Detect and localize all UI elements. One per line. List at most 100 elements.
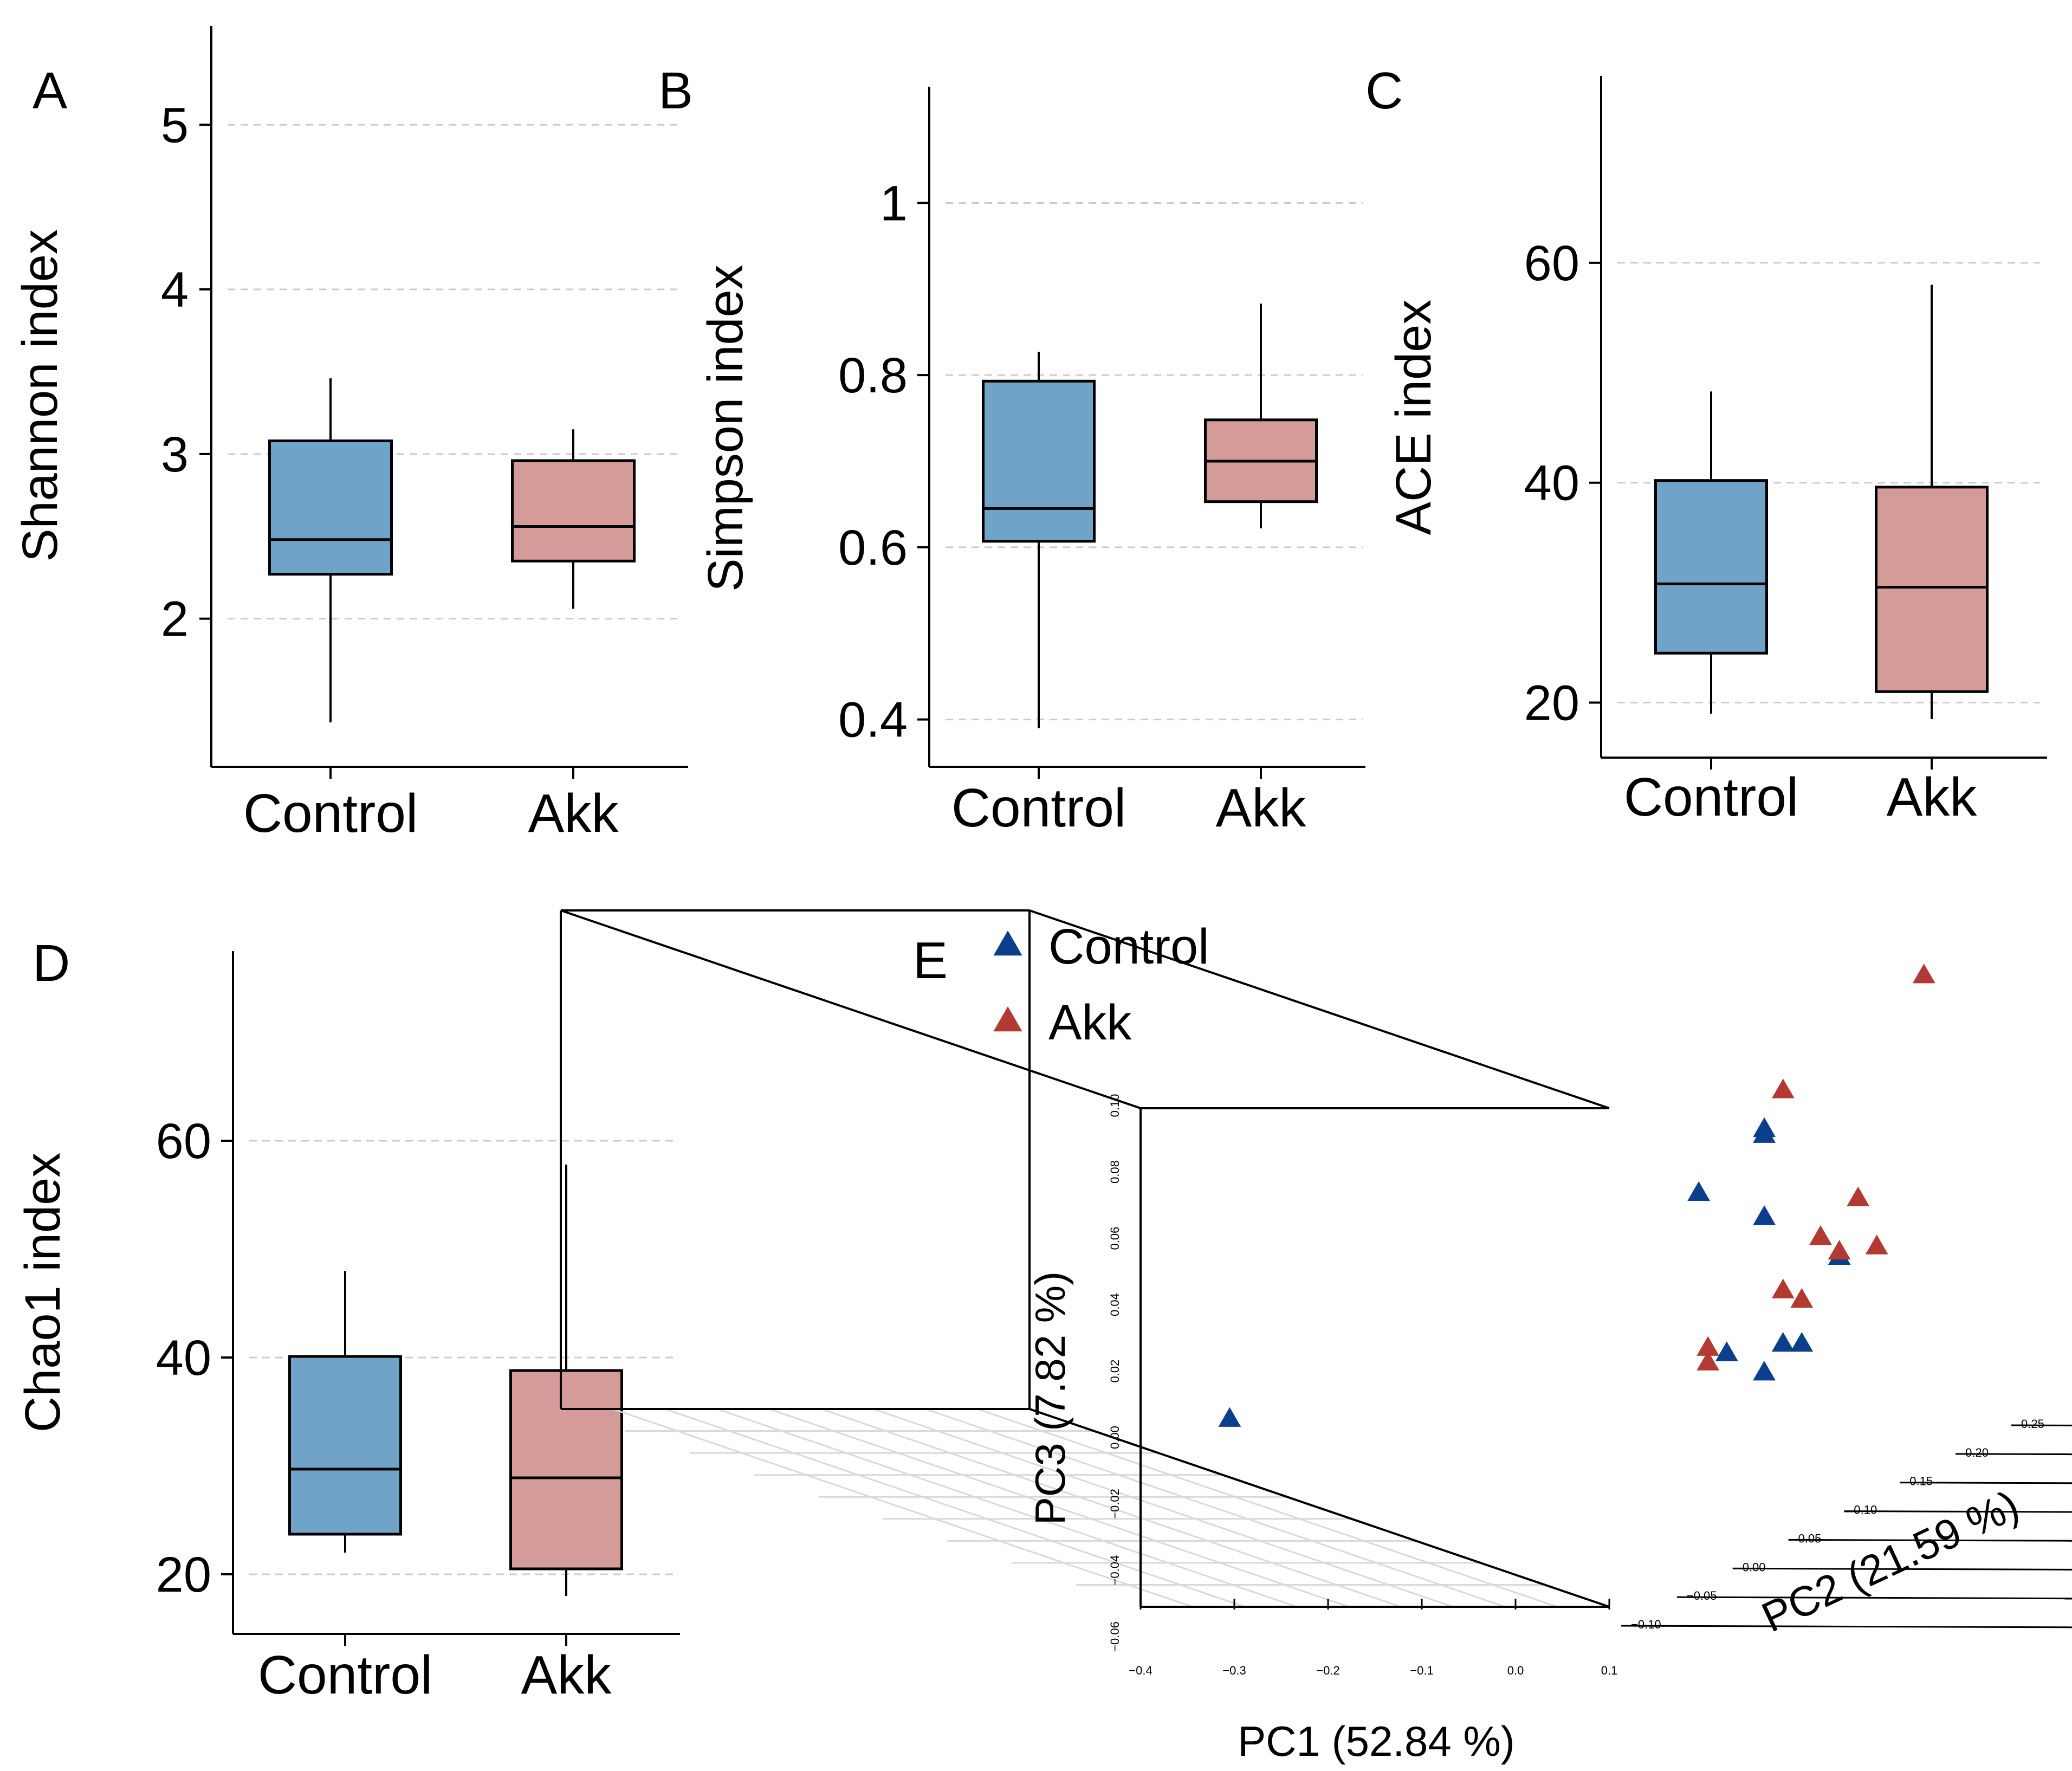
pca-z-tick-label: 0.08 [1108,1160,1122,1184]
pca-floor-grid-line [925,1408,1506,1608]
pca-y-tick-label: 0.05 [1798,1531,1822,1545]
pca-point-control [1753,1361,1776,1381]
pca-x-tick-label: 0.1 [1601,1664,1618,1677]
pca-point-akk [1912,964,1935,984]
pca-point-akk [1771,1278,1795,1298]
legend-marker-akk [993,1006,1022,1032]
pca-point-akk [1865,1234,1888,1255]
pca-y-tick-label: 0.25 [2021,1417,2044,1431]
panel-b-ytick-label: 0.4 [838,693,908,748]
panel-c-ytick-label: 60 [1524,236,1579,291]
legend-marker-control [993,930,1022,956]
panel-b-simpson: B 0.4 0.6 0.8 1 Simpson index Control Akk [658,62,1365,838]
panel-a-ytick-label: 5 [161,98,189,153]
panel-d-ytick-label: 60 [156,1114,211,1169]
pca-floor-grid-line [716,1408,1297,1608]
panel-b-ytick-label: 0.8 [838,348,908,403]
legend-label-control: Control [1048,919,1209,974]
panel-b-y-axis-title: Simpson index [698,264,753,591]
pca-z-tick-label: 0.00 [1108,1426,1122,1449]
pca-floor-grid-line [873,1408,1454,1608]
pca-x-tick-label: −0.3 [1222,1664,1246,1677]
legend-label-akk: Akk [1048,995,1132,1050]
panel-a-letter: A [33,62,67,120]
pca-y-tick-mark [1676,1596,2072,1600]
pca-z-tick-label: −0.02 [1108,1489,1122,1519]
pca-y-tick-label: 0.20 [1965,1446,1989,1459]
panel-c-y-axis-title: ACE index [1386,300,1441,535]
pca-x-tick-label: −0.1 [1410,1664,1433,1677]
panel-d-ytick-label: 20 [156,1547,211,1602]
pca-floor-grid-line [612,1408,1193,1608]
pca-z-tick-label: −0.04 [1108,1555,1122,1586]
panel-c-control-box [1654,479,1768,655]
pca-y-tick-mark [1621,1625,2072,1628]
pca-y-tick-label: −0.05 [1687,1589,1717,1602]
pca-floor-grid-line [768,1408,1349,1608]
pca-floor-grid-line [664,1408,1245,1608]
pca-point-control [1715,1341,1738,1361]
pca-point-control [1753,1205,1776,1225]
pca-point-akk [1697,1336,1720,1356]
panel-a-control-box [268,439,393,576]
panel-a-shannon: A 2 3 4 5 Shannon index Control Akk [12,26,688,844]
panel-e-letter: E [913,932,948,990]
panel-d-akk-box [509,1369,623,1570]
panel-c-ytick-label: 20 [1524,676,1579,731]
panel-d-control-category-label: Control [258,1645,432,1705]
panel-b-ytick-label: 1 [880,176,908,231]
panel-b-control-category-label: Control [951,778,1126,838]
panel-b-letter: B [658,62,693,120]
pca-z-tick-label: 0.06 [1108,1227,1122,1250]
panel-d-akk-category-label: Akk [521,1645,612,1705]
panel-b-ytick-label: 0.6 [838,520,908,576]
pca-box-edge [1029,909,1610,1109]
panel-c-ace: C 20 40 60 ACE index Control Akk [1365,62,2047,828]
pca-point-akk [1828,1240,1851,1260]
pca-point-akk [1847,1186,1870,1206]
panel-a-ytick-label: 3 [161,427,189,482]
pca-box-edge [1029,1408,1610,1608]
panel-d-control-box [288,1355,402,1536]
pca-point-akk [1771,1078,1795,1098]
pca-point-control [1218,1407,1241,1427]
pca-z-tick-label: 0.02 [1108,1360,1122,1383]
pca-point-control [1771,1332,1795,1352]
pca-point-control [1687,1181,1710,1201]
pca-y-tick-mark [1788,1539,2072,1542]
pca-y-tick-label: 0.15 [1909,1475,1933,1488]
panel-c-letter: C [1365,62,1403,120]
panel-a-ytick-label: 4 [161,262,189,318]
pca-y-tick-label: −0.10 [1631,1618,1661,1631]
pca-point-akk [1790,1288,1814,1308]
panel-c-control-category-label: Control [1624,767,1798,828]
pca-box-edge [560,909,1141,1109]
pca-x-tick-label: −0.4 [1129,1664,1152,1677]
pca-floor-grid-line [821,1408,1402,1608]
panel-a-akk-category-label: Akk [528,783,619,844]
pca-z-tick-label: 0.04 [1108,1293,1122,1316]
pca-z-tick-label: −0.06 [1108,1621,1122,1652]
pca-point-akk [1697,1350,1720,1371]
pca-x-axis-title: PC1 (52.84 %) [1238,1717,1515,1765]
panel-a-ytick-label: 2 [161,592,189,647]
pca-x-tick-label: −0.2 [1316,1664,1339,1677]
pca-y-tick-mark [1732,1567,2072,1570]
pca-point-control [1753,1123,1776,1143]
panel-b-control-box [982,379,1096,543]
panel-d-y-axis-title: Chao1 index [15,1153,70,1433]
pca-x-tick-label: 0.0 [1507,1664,1524,1677]
panel-c-ytick-label: 40 [1524,456,1579,511]
panel-d-letter: D [33,934,70,992]
panel-c-akk-category-label: Akk [1887,767,1978,828]
pca-y-tick-label: 0.00 [1743,1560,1766,1574]
pca-z-axis-title: PC3 (7.82 %) [1026,1271,1074,1525]
panel-b-akk-category-label: Akk [1216,778,1307,838]
panel-d-chao1: D 20 40 60 Chao1 index Control Akk [15,934,680,1705]
panel-a-akk-box [511,459,636,563]
panel-a-y-axis-title: Shannon index [12,229,68,562]
pca-z-tick-label: 0.10 [1108,1094,1122,1117]
pca-floor-grid-line [977,1408,1558,1608]
panel-a-control-category-label: Control [243,783,418,844]
